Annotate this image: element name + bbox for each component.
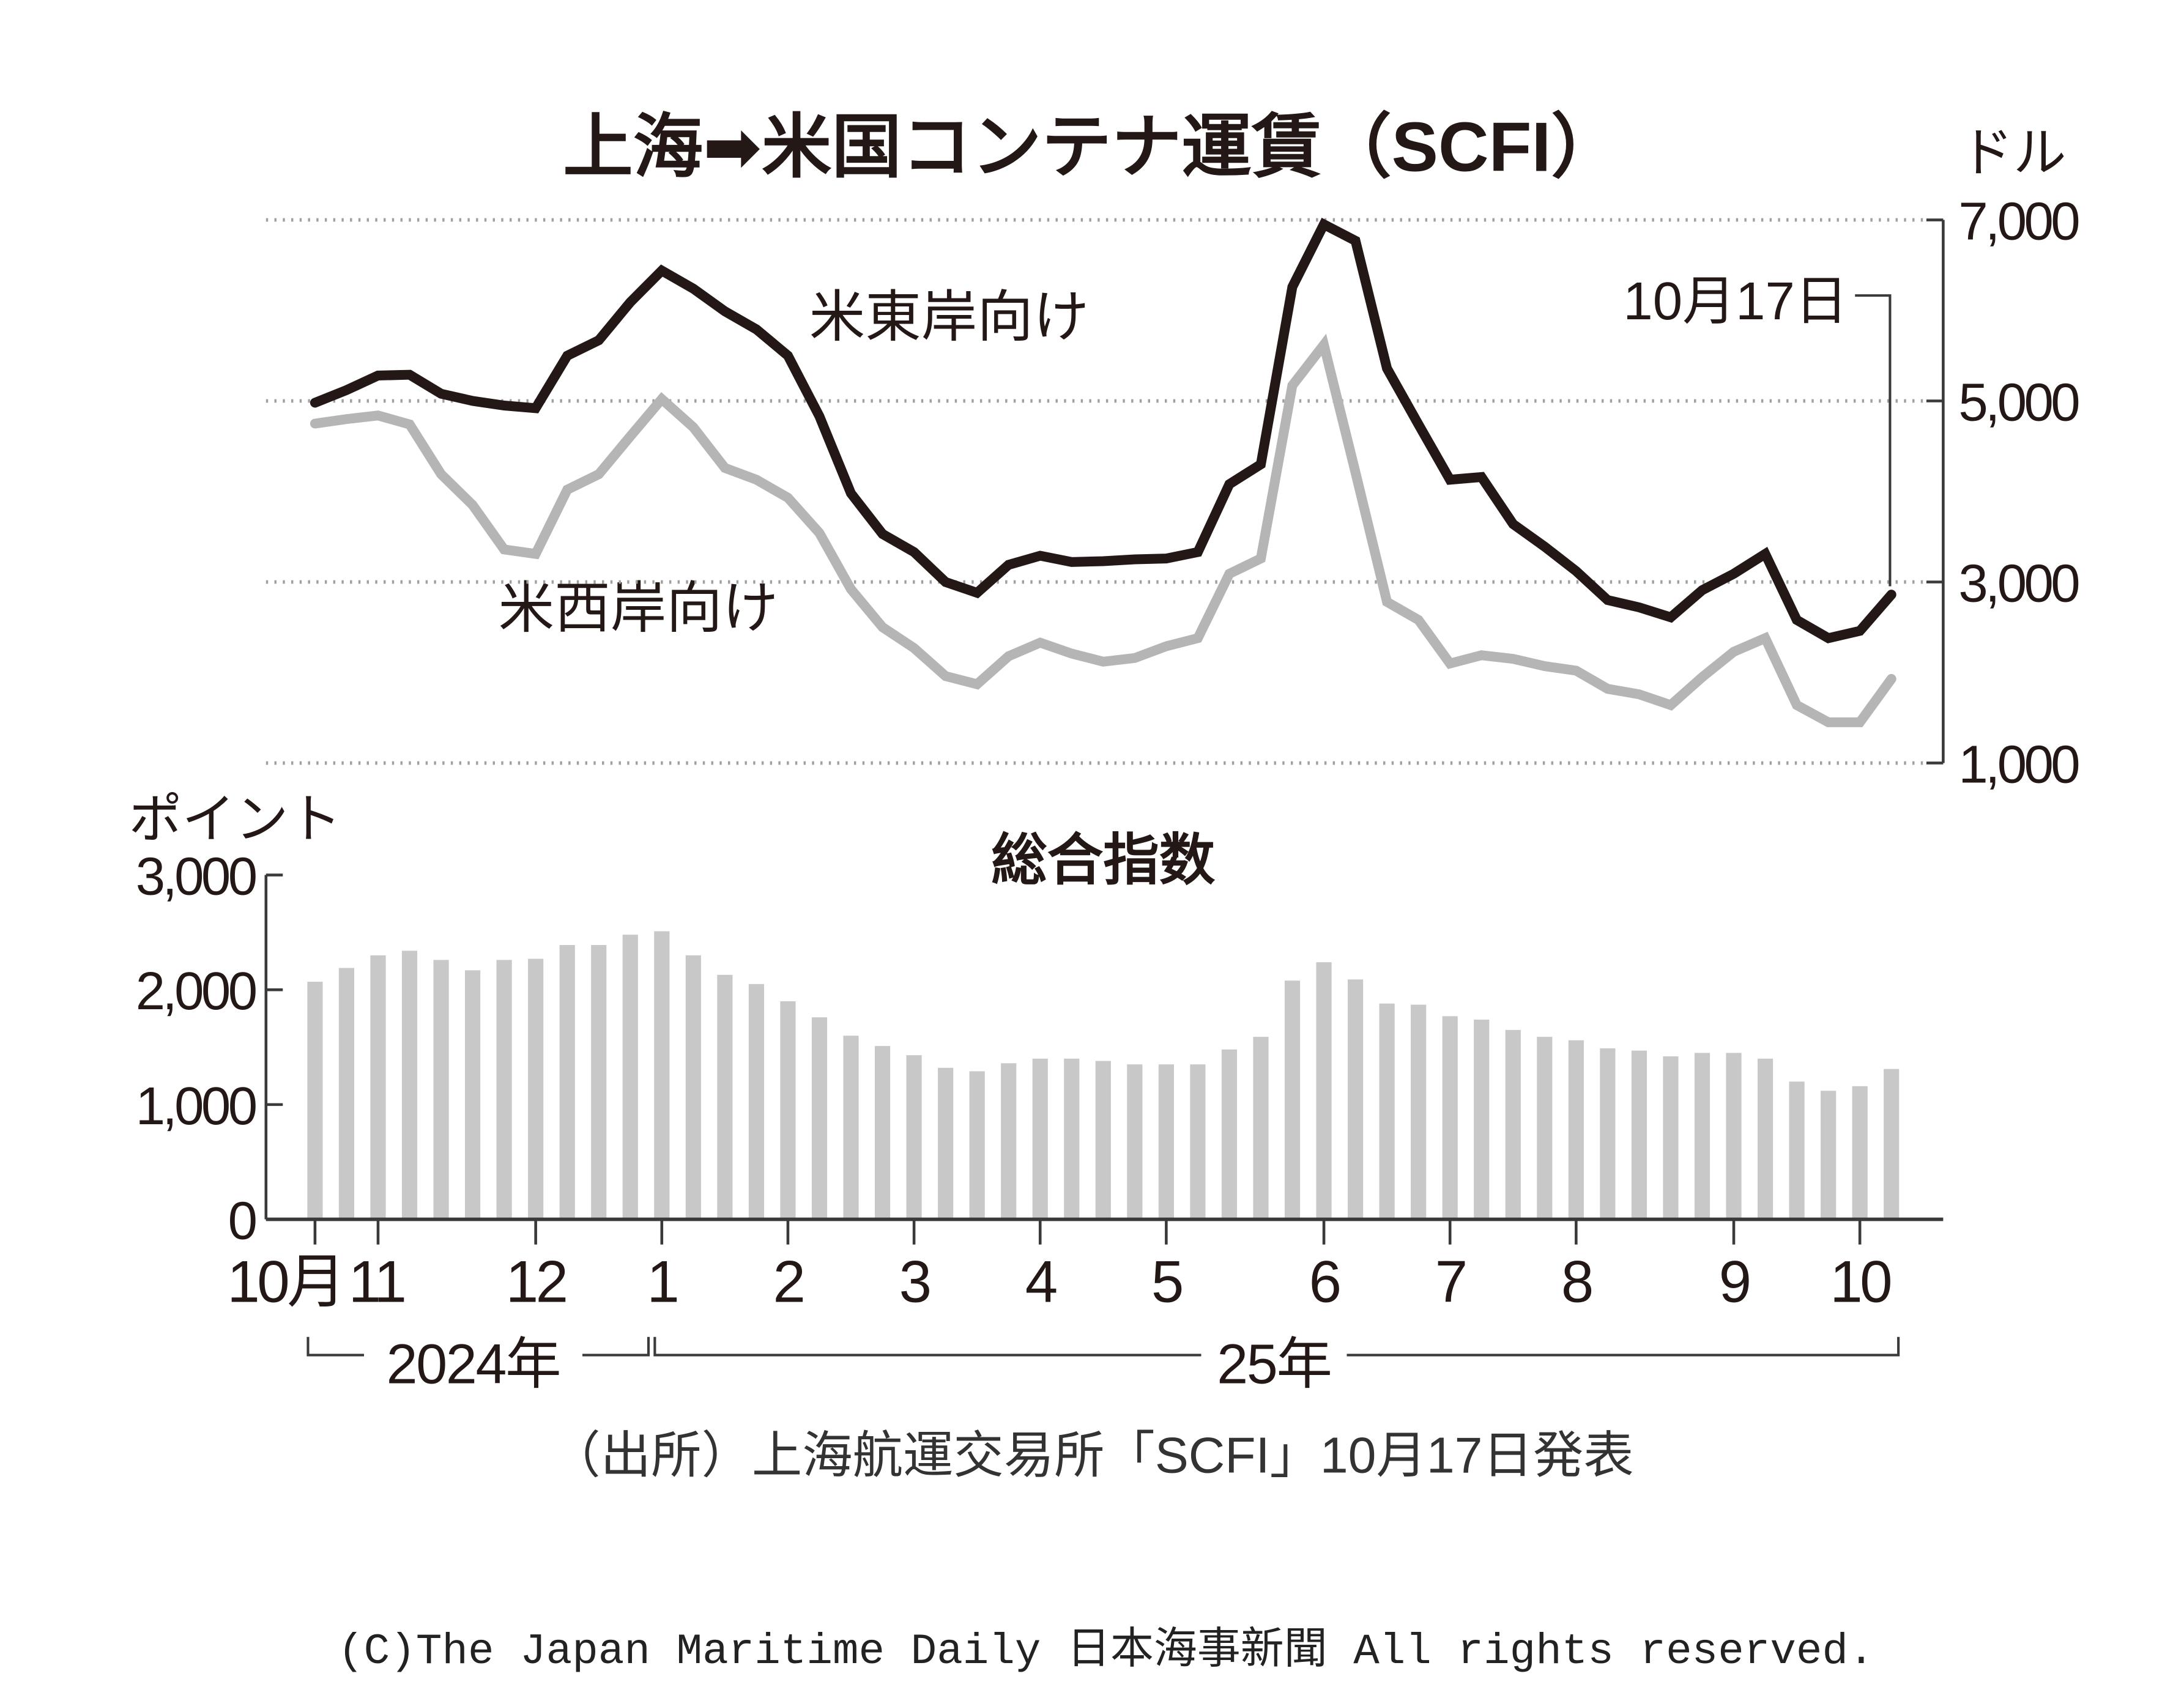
x-tick-label: 6 (1309, 1250, 1340, 1315)
bar (1127, 1064, 1143, 1220)
bar (874, 1046, 891, 1220)
x-tick-label: 5 (1151, 1250, 1182, 1315)
y-tick-label: 0 (228, 1191, 256, 1251)
year-bracket (582, 1336, 650, 1357)
bar (1726, 1053, 1742, 1220)
year-bracket (653, 1336, 1202, 1357)
bar (938, 1067, 954, 1220)
bar (1064, 1058, 1080, 1220)
west-coast-label: 米西岸向け (499, 577, 779, 639)
bar (433, 960, 449, 1220)
bar (654, 931, 670, 1220)
bar (1757, 1058, 1774, 1220)
bar (464, 970, 481, 1220)
bar (338, 968, 355, 1220)
bar (496, 960, 512, 1220)
bar (1694, 1053, 1710, 1220)
y-tick-label: 7,000 (1958, 192, 2078, 251)
bar (1442, 1016, 1458, 1220)
year-label: 25年 (1217, 1333, 1331, 1395)
bar (1190, 1064, 1206, 1220)
bar (780, 1001, 796, 1220)
bar (1852, 1086, 1868, 1220)
bar (1411, 1004, 1427, 1220)
bar (401, 951, 418, 1220)
bar (591, 945, 607, 1220)
y-tick-label: 2,000 (136, 962, 256, 1021)
bar (1821, 1091, 1837, 1220)
x-tick-label: 10 (1830, 1250, 1890, 1315)
bar (1663, 1056, 1679, 1220)
bar (969, 1071, 985, 1220)
y-tick-label: 3,000 (1958, 554, 2078, 613)
bar (1884, 1069, 1900, 1220)
x-tick-label: 2 (773, 1250, 803, 1315)
bar (1001, 1063, 1017, 1220)
bar-chart-title: 総合指数 (991, 829, 1216, 891)
bar (1568, 1040, 1584, 1220)
bar-y-unit-label: ポイント (129, 790, 342, 849)
bar (748, 984, 764, 1220)
bar (370, 955, 386, 1220)
bar (685, 955, 701, 1220)
y-tick-label: 1,000 (136, 1077, 256, 1136)
date-annotation: 10月17日 (1623, 272, 1848, 331)
bar (622, 935, 638, 1220)
copyright-notice: (C)The Japan Maritime Daily 日本海事新聞 All r… (338, 1626, 1874, 1677)
bar (1379, 1003, 1395, 1220)
bar (843, 1036, 859, 1220)
bar (1474, 1019, 1490, 1220)
west-coast-line (310, 333, 1896, 727)
x-tick-label: 10月 (227, 1250, 343, 1315)
x-tick-label: 3 (899, 1250, 930, 1315)
x-tick-label: 4 (1025, 1250, 1057, 1315)
x-tick-label: 12 (506, 1250, 566, 1315)
bar (717, 974, 733, 1220)
bar (1253, 1037, 1269, 1220)
y-tick-label: 5,000 (1958, 373, 2078, 432)
year-bracket (1346, 1336, 1900, 1357)
bar (1032, 1058, 1048, 1220)
x-tick-label: 11 (349, 1250, 404, 1315)
bar (1221, 1049, 1238, 1220)
x-tick-label: 1 (647, 1250, 677, 1315)
year-bracket (306, 1336, 364, 1357)
bar (1348, 979, 1364, 1220)
bar (1600, 1048, 1616, 1220)
bar (1095, 1061, 1111, 1220)
bar (1284, 980, 1301, 1220)
bar (559, 945, 575, 1220)
y-tick-label: 3,000 (136, 847, 256, 906)
bar (1631, 1050, 1647, 1220)
bar (528, 958, 544, 1220)
bar (1537, 1037, 1553, 1220)
bar (307, 982, 323, 1220)
annotation-leader (1855, 294, 1892, 587)
bar (906, 1055, 922, 1220)
bar (1316, 962, 1332, 1220)
bar (811, 1017, 828, 1220)
source-note: （出所）上海航運交易所「SCFI」10月17日発表 (550, 1428, 1633, 1484)
x-tick-label: 9 (1719, 1250, 1749, 1315)
bar (1505, 1029, 1521, 1220)
y-tick-label: 1,000 (1958, 735, 2078, 795)
x-tick-label: 8 (1561, 1250, 1592, 1315)
bar (1158, 1064, 1174, 1220)
bar (1789, 1081, 1805, 1220)
chart-title: 上海➡米国コンテナ運賃（SCFI） (563, 108, 1621, 186)
east-coast-label: 米東岸向け (809, 286, 1090, 348)
year-label: 2024年 (387, 1333, 560, 1395)
line-y-unit-label: ドル (1960, 123, 2067, 182)
x-tick-label: 7 (1435, 1250, 1465, 1315)
east-coast-line (310, 218, 1896, 643)
